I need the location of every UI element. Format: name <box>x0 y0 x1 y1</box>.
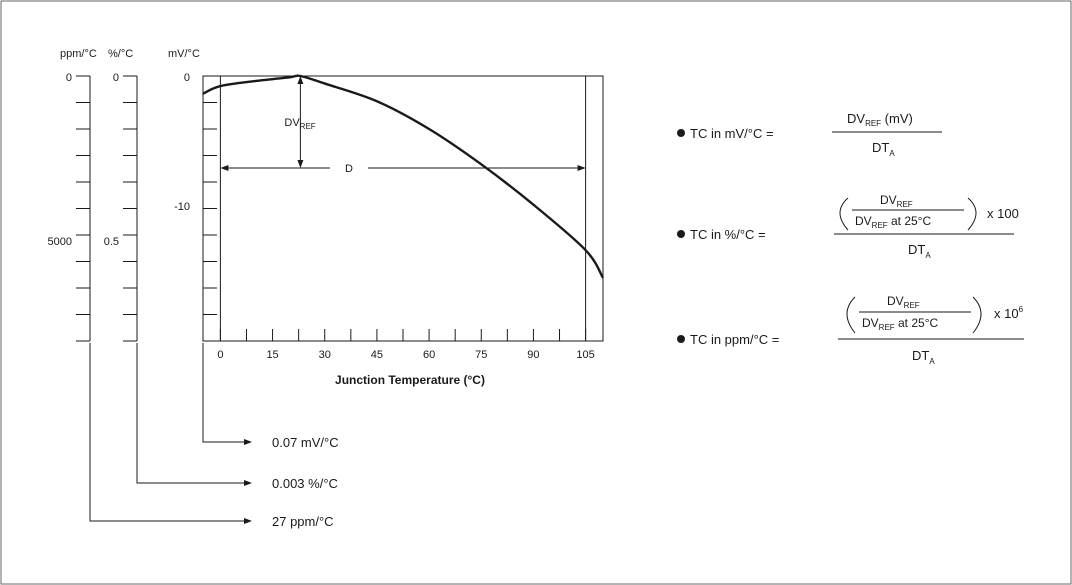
mv-tick-label: 0 <box>184 72 190 84</box>
x-tick-label: 30 <box>319 349 331 361</box>
series-line <box>202 74 605 279</box>
x-tick-label: 90 <box>527 349 539 361</box>
d-label: D <box>345 163 353 175</box>
x-tick-label: 0 <box>217 349 223 361</box>
ppm-tick-label: 5000 <box>48 236 72 248</box>
result-ppm: 27 ppm/°C <box>89 343 334 529</box>
x-tick-label: 105 <box>576 349 594 361</box>
bullet <box>677 335 685 343</box>
formula-ppm-inner-num: DVREF <box>887 294 920 310</box>
result-mv: 0.07 mV/°C <box>202 343 339 450</box>
formula-pct-prefix: TC in %/°C = <box>690 227 766 242</box>
ppm-axis-unit: ppm/°C <box>60 48 97 60</box>
result-mv-text: 0.07 mV/°C <box>272 435 339 450</box>
d-annotation: D <box>220 163 586 175</box>
formula-mv-prefix: TC in mV/°C = <box>690 126 774 141</box>
x-tick-label: 15 <box>266 349 278 361</box>
formula-mv-denominator: DTA <box>872 140 895 158</box>
x-tick-label: 60 <box>423 349 435 361</box>
pct-tick-label: 0.5 <box>104 236 119 248</box>
pct-tick-label: 0 <box>113 72 119 84</box>
formula-ppm-multiplier: x 106 <box>994 305 1024 321</box>
ppm-tick-label: 0 <box>66 72 72 84</box>
x-tick-label: 75 <box>475 349 487 361</box>
formula-mv-numerator: DVREF (mV) <box>847 111 913 128</box>
x-axis-label: Junction Temperature (°C) <box>335 373 485 387</box>
pct-axis: 0 0.5 <box>104 72 138 342</box>
result-ppm-text: 27 ppm/°C <box>272 514 334 529</box>
formula-pct-denominator: DTA <box>908 242 931 260</box>
result-pct: 0.003 %/°C <box>136 343 338 491</box>
formula-ppm: TC in ppm/°C = DVREF DVREF at 25°C x 106… <box>677 294 1024 366</box>
x-tick-label: 45 <box>371 349 383 361</box>
formula-pct: TC in %/°C = DVREF DVREF at 25°C x 100 D… <box>677 193 1019 260</box>
mv-axis-unit: mV/°C <box>168 48 200 60</box>
result-pct-text: 0.003 %/°C <box>272 476 338 491</box>
formula-pct-inner-num: DVREF <box>880 193 913 209</box>
pct-axis-unit: %/°C <box>108 48 133 60</box>
formula-pct-multiplier: x 100 <box>987 206 1019 221</box>
ppm-axis: 0 5000 <box>48 72 91 342</box>
mv-tick-label: -10 <box>174 201 190 213</box>
bullet <box>677 230 685 238</box>
formula-pct-inner-den: DVREF at 25°C <box>855 214 931 230</box>
bullet <box>677 129 685 137</box>
formula-ppm-prefix: TC in ppm/°C = <box>690 332 779 347</box>
dvref-label: DVREF <box>284 117 315 131</box>
dvref-annotation: DVREF <box>284 76 316 168</box>
formula-ppm-denominator: DTA <box>912 348 935 366</box>
plot-area: 0 -10 0 15 30 45 60 75 90 105 DVREF D <box>174 72 605 361</box>
formula-mv: TC in mV/°C = DVREF (mV) DTA <box>677 111 942 158</box>
formula-ppm-inner-den: DVREF at 25°C <box>862 316 938 332</box>
